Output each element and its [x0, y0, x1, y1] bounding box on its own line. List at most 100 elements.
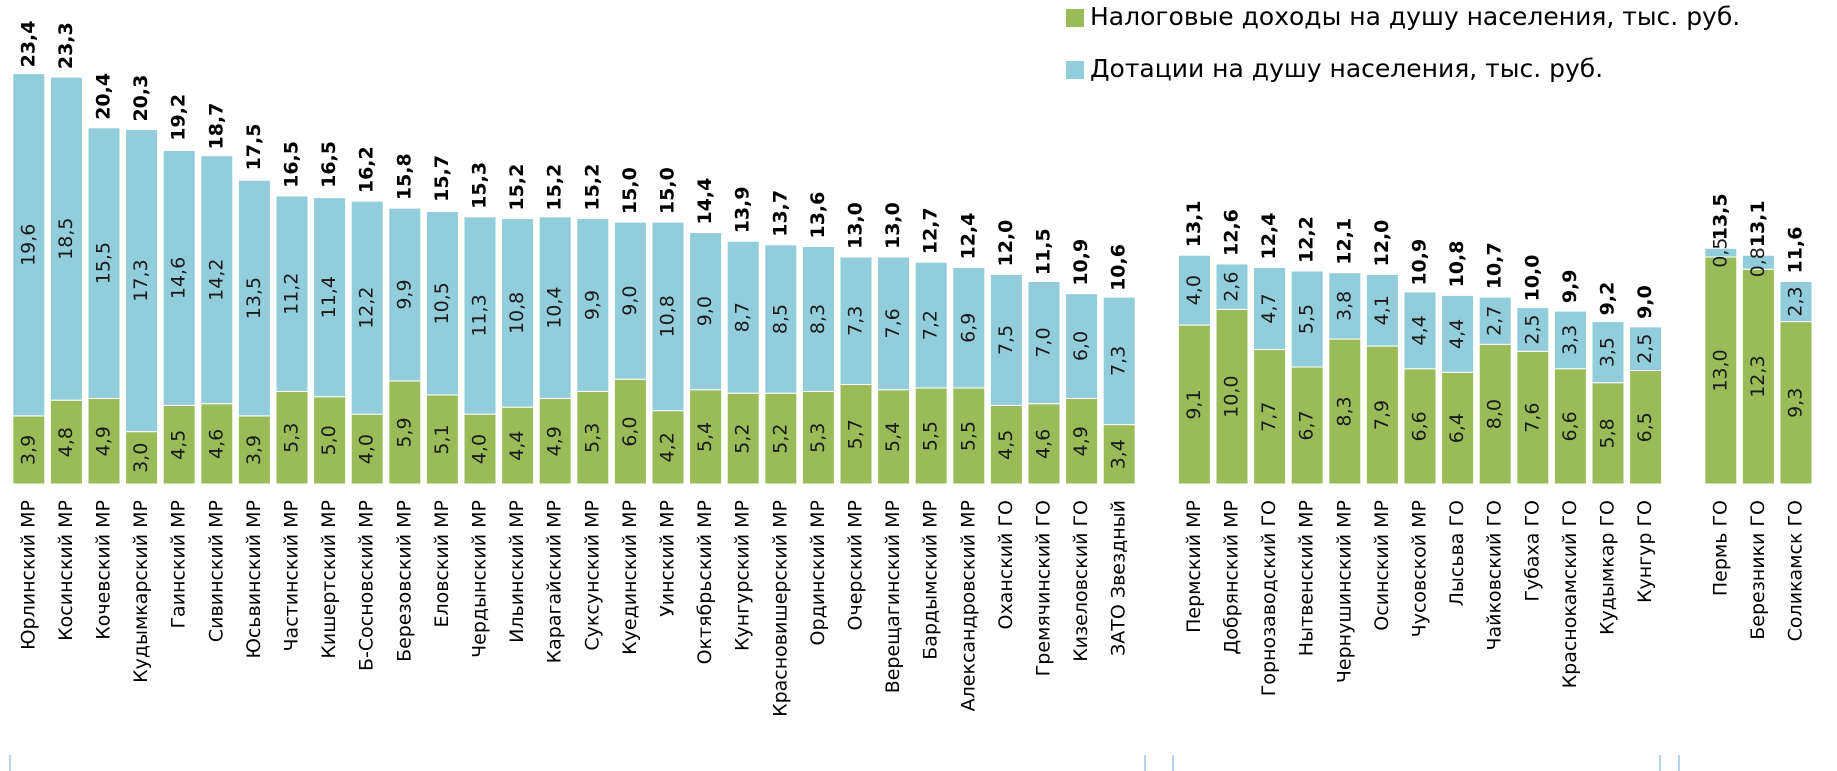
value-label: 9,0: [694, 296, 716, 326]
value-label: 9,3: [1785, 388, 1807, 418]
value-label: 5,1: [431, 424, 453, 454]
x-tick-label: Березники ГО: [1747, 500, 1769, 640]
total-label: 13,9: [732, 186, 754, 233]
value-label: 6,4: [1446, 413, 1468, 443]
bar-segment: [1365, 273, 1399, 347]
x-tick-label: Б-Сосновский МР: [356, 500, 378, 671]
value-label: 3,5: [1597, 337, 1619, 367]
bar-segment: [839, 256, 873, 385]
total-label: 15,8: [393, 153, 415, 200]
x-tick-label: Осинский МР: [1371, 500, 1393, 631]
value-label: 10,0: [1221, 376, 1243, 418]
value-label: 5,3: [581, 423, 603, 453]
value-label: 0,5: [1709, 238, 1731, 268]
bar-segment: [49, 76, 83, 401]
bar-segment: [1290, 270, 1324, 368]
x-tick-label: Ординский МР: [807, 500, 829, 645]
x-tick-label: Ильинский МР: [506, 500, 528, 643]
total-label: 23,4: [17, 21, 39, 68]
bar-segment: [313, 396, 347, 485]
bar-segment: [1591, 321, 1625, 384]
value-label: 6,0: [1070, 331, 1092, 361]
x-tick-label: Кишертский МР: [318, 500, 340, 659]
bar-segment: [425, 394, 459, 485]
x-tick-label: Октябрьский МР: [694, 500, 716, 664]
bar-segment: [651, 410, 685, 485]
bar-segment: [989, 273, 1023, 406]
value-label: 14,6: [168, 257, 190, 299]
x-tick-label: Уинский МР: [657, 500, 679, 617]
x-tick-label: Лысьва ГО: [1446, 500, 1468, 606]
total-label: 11,6: [1785, 227, 1807, 274]
total-label: 19,2: [168, 94, 190, 141]
bar-segment: [1478, 296, 1512, 345]
value-label: 5,8: [1597, 418, 1619, 448]
total-label: 18,7: [205, 103, 227, 150]
value-label: 3,0: [130, 443, 152, 473]
bar-segment: [952, 387, 986, 485]
bar-segment: [1328, 338, 1362, 485]
bar-segment: [689, 389, 723, 485]
x-tick-label: Суксунский МР: [581, 500, 603, 651]
value-label: 5,3: [807, 423, 829, 453]
value-label: 7,5: [995, 325, 1017, 355]
bar-segment: [275, 390, 309, 485]
bar-segment: [12, 73, 46, 417]
value-label: 4,5: [995, 430, 1017, 460]
bar-segment: [1177, 324, 1211, 485]
x-tick-label: Оханский ГО: [995, 500, 1017, 629]
legend-swatch: [1066, 61, 1084, 79]
value-label: 9,9: [581, 290, 603, 320]
bar-segment: [388, 380, 422, 485]
value-label: 6,6: [1409, 411, 1431, 441]
x-tick-label: Еловский МР: [431, 500, 453, 627]
total-label: 15,2: [581, 164, 603, 211]
value-label: 4,4: [1446, 319, 1468, 349]
x-tick-label: Чайковский ГО: [1484, 500, 1506, 651]
bar-segment: [1253, 266, 1287, 351]
value-label: 6,0: [619, 417, 641, 447]
x-tick-label: Верещагинский МР: [882, 500, 904, 693]
x-tick-label: Очерский МР: [845, 500, 867, 630]
bar-segment: [1215, 263, 1249, 310]
bar-segment: [1065, 293, 1099, 399]
value-label: 3,3: [1559, 325, 1581, 355]
value-label: 8,3: [1333, 396, 1355, 426]
value-label: 8,3: [807, 304, 829, 334]
total-label: 10,0: [1521, 254, 1543, 301]
total-label: 15,0: [657, 167, 679, 214]
legend-swatch: [1066, 9, 1084, 27]
bar-segment: [689, 232, 723, 391]
value-label: 5,0: [318, 425, 340, 455]
bar-segment: [237, 179, 271, 417]
value-label: 2,6: [1221, 272, 1243, 302]
value-label: 14,2: [205, 259, 227, 301]
total-label: 13,6: [807, 192, 829, 239]
value-label: 5,5: [957, 421, 979, 451]
value-label: 17,3: [130, 259, 152, 301]
value-label: 4,6: [205, 429, 227, 459]
value-label: 5,4: [694, 422, 716, 452]
value-label: 0,8: [1747, 247, 1769, 277]
value-label: 11,3: [469, 294, 491, 336]
total-label: 12,7: [920, 207, 942, 254]
value-label: 4,1: [1371, 295, 1393, 325]
bar-segment: [425, 211, 459, 396]
bar-segment: [162, 149, 196, 406]
x-tick-label: Кочевский МР: [93, 500, 115, 640]
value-label: 6,5: [1634, 412, 1656, 442]
total-label: 15,0: [619, 167, 641, 214]
total-label: 20,3: [130, 75, 152, 122]
value-label: 4,9: [93, 426, 115, 456]
x-tick-label: Сивинский МР: [205, 500, 227, 642]
bar-segment: [1102, 424, 1136, 485]
x-tick-label: Бардымский МР: [920, 500, 942, 660]
bar-segment: [1779, 280, 1813, 323]
x-tick-label: Чусовской МР: [1409, 500, 1431, 637]
value-label: 5,5: [1296, 304, 1318, 334]
total-label: 12,4: [957, 213, 979, 260]
value-label: 2,3: [1785, 286, 1807, 316]
bar-segment: [1441, 294, 1475, 373]
value-label: 4,7: [1258, 293, 1280, 323]
bar-segment: [1403, 368, 1437, 485]
